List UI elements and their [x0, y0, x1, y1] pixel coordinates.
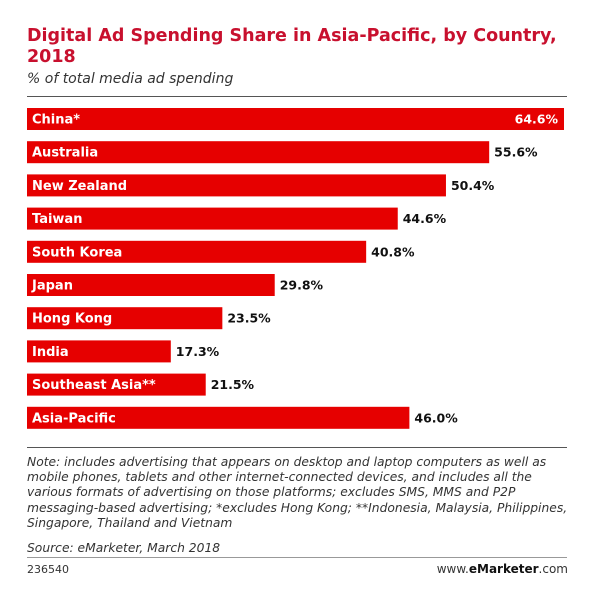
chart-title: Digital Ad Spending Share in Asia-Pacifi… [27, 26, 557, 67]
bar-7 [27, 340, 171, 363]
bar-1 [27, 141, 490, 164]
category-label-6: Hong Kong [32, 312, 112, 327]
value-label-7: 17.3% [176, 344, 220, 359]
category-label-1: Australia [32, 146, 98, 161]
middle-divider [27, 447, 567, 448]
category-label-3: Taiwan [32, 212, 82, 227]
bar-5 [27, 274, 275, 296]
bar-3 [27, 207, 398, 230]
top-divider [27, 96, 567, 97]
bar-8 [27, 373, 206, 396]
category-label-2: New Zealand [32, 179, 127, 194]
category-label-9: Asia-Pacific [32, 411, 116, 426]
brand-prefix: www. [436, 562, 469, 576]
value-label-3: 44.6% [403, 211, 447, 226]
chart-subtitle: % of total media ad spending [27, 71, 234, 87]
value-label-2: 50.4% [451, 178, 495, 193]
bottom-divider [27, 557, 567, 558]
category-label-0: China* [32, 113, 80, 128]
value-label-1: 55.6% [494, 145, 538, 160]
brand-suffix: .com [538, 562, 568, 576]
brand-name: eMarketer [468, 562, 539, 576]
category-label-4: South Korea [32, 245, 122, 260]
value-label-9: 46.0% [414, 410, 458, 425]
chart-source: Source: eMarketer, March 2018 [27, 541, 221, 555]
chart-note: Note: includes advertising that appears … [27, 455, 568, 530]
bar-2 [27, 174, 446, 197]
bar-0 [27, 108, 564, 130]
value-label-0: 64.6% [515, 112, 559, 127]
category-label-8: Southeast Asia** [32, 378, 156, 393]
chart-id: 236540 [27, 563, 69, 576]
bar-6 [27, 307, 223, 330]
value-label-8: 21.5% [211, 377, 255, 392]
value-label-4: 40.8% [371, 244, 415, 259]
category-label-5: Japan [31, 279, 73, 294]
value-label-6: 23.5% [227, 311, 271, 326]
brand-link[interactable]: www.eMarketer.com [437, 562, 568, 576]
value-label-5: 29.8% [280, 278, 324, 293]
bar-9 [27, 406, 410, 429]
bar-4 [27, 240, 367, 263]
category-label-7: India [32, 345, 69, 360]
